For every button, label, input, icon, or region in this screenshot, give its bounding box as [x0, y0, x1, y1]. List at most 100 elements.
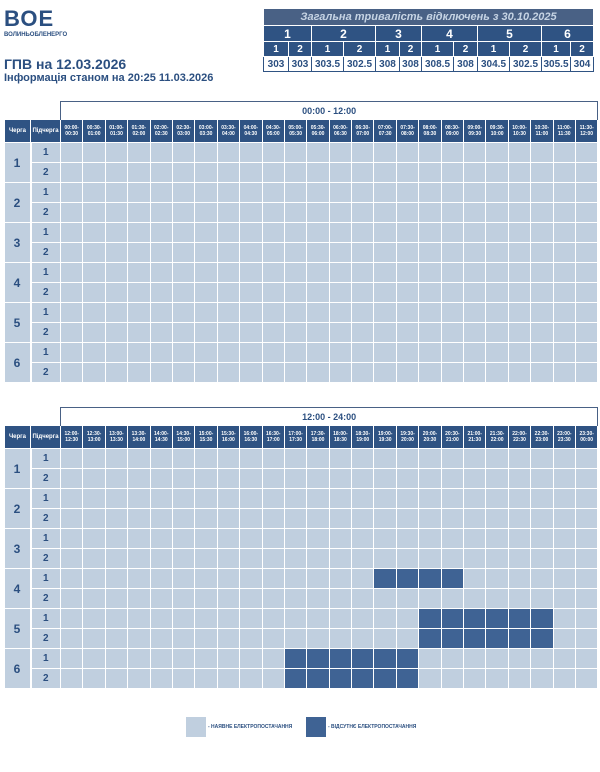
slot-available	[283, 588, 308, 609]
slot-available	[463, 202, 487, 223]
slot-available	[194, 302, 218, 323]
slot-available	[149, 468, 173, 489]
slot-available	[239, 222, 263, 243]
slot-available	[373, 488, 397, 509]
slot-outage	[463, 608, 487, 629]
time-slot-header: 07:00- 07:30	[373, 119, 397, 143]
time-slot-header: 20:00- 20:30	[418, 425, 442, 449]
time-slot-header: 15:30- 16:00	[216, 425, 241, 449]
slot-available	[530, 182, 554, 203]
slot-available	[261, 588, 285, 609]
slot-available	[418, 508, 442, 529]
subqueue-label: 2	[30, 202, 61, 223]
slot-available	[194, 362, 218, 383]
slot-available	[216, 222, 241, 243]
slot-available	[440, 202, 465, 223]
queue-label-6: 6	[4, 648, 32, 689]
slot-available	[82, 322, 106, 343]
slot-available	[395, 608, 420, 629]
logo-mark: ВОЕ	[4, 6, 55, 31]
schedule-row: 2	[5, 362, 599, 383]
slot-available	[261, 202, 285, 223]
slot-available	[261, 342, 285, 363]
slot-available	[127, 548, 151, 569]
slot-available	[149, 668, 173, 689]
slot-available	[552, 668, 576, 689]
subqueue-label: 2	[30, 468, 61, 489]
slot-available	[418, 648, 442, 669]
time-slot-header: 20:30- 21:00	[440, 425, 465, 449]
slot-available	[574, 202, 599, 223]
slot-available	[440, 668, 465, 689]
slot-available	[440, 468, 465, 489]
slot-available	[261, 568, 285, 589]
slot-available	[530, 668, 554, 689]
legend-swatch-available	[186, 717, 206, 737]
slot-available	[171, 528, 196, 549]
slot-available	[552, 282, 576, 303]
slot-available	[261, 322, 285, 343]
slot-available	[418, 588, 442, 609]
slot-available	[574, 548, 599, 569]
slot-available	[104, 528, 129, 549]
slot-available	[328, 302, 353, 323]
time-slot-header: 08:30- 09:00	[440, 119, 465, 143]
slot-available	[440, 362, 465, 383]
slot-available	[306, 548, 330, 569]
slot-available	[261, 528, 285, 549]
slot-available	[261, 648, 285, 669]
slot-available	[351, 548, 375, 569]
summary-queue-3: 3	[375, 25, 422, 42]
slot-available	[104, 222, 129, 243]
slot-available	[552, 242, 576, 263]
schedule-row: 2	[5, 668, 599, 689]
slot-available	[171, 222, 196, 243]
slot-available	[552, 588, 576, 609]
slot-available	[574, 668, 599, 689]
slot-available	[463, 262, 487, 283]
slot-available	[306, 142, 330, 163]
slot-available	[171, 342, 196, 363]
slot-outage	[440, 568, 465, 589]
slot-available	[59, 202, 84, 223]
slot-available	[171, 362, 196, 383]
slot-available	[418, 322, 442, 343]
time-slot-header: 06:00- 06:30	[328, 119, 353, 143]
slot-available	[104, 262, 129, 283]
queue-label-2: 2	[4, 182, 32, 223]
slot-available	[283, 488, 308, 509]
slot-available	[395, 242, 420, 263]
slot-available	[59, 648, 84, 669]
slot-available	[328, 528, 353, 549]
queue-label-5: 5	[4, 608, 32, 649]
slot-available	[171, 468, 196, 489]
slot-available	[485, 448, 509, 469]
subqueue-label: 2	[30, 508, 61, 529]
slot-available	[328, 628, 353, 649]
slot-available	[351, 608, 375, 629]
slot-available	[104, 322, 129, 343]
summary-subqueue-4-2: 2	[453, 41, 478, 57]
slot-available	[216, 648, 241, 669]
summary-value-12: 304	[570, 56, 594, 72]
slot-available	[216, 488, 241, 509]
slot-available	[216, 508, 241, 529]
slot-available	[574, 648, 599, 669]
slot-available	[127, 342, 151, 363]
slot-available	[149, 142, 173, 163]
slot-available	[507, 648, 532, 669]
time-slot-header: 11:30- 12:00	[574, 119, 599, 143]
summary-value-5: 308	[375, 56, 400, 72]
schedule-row: 2	[5, 628, 599, 649]
slot-available	[283, 182, 308, 203]
slot-available	[149, 588, 173, 609]
slot-available	[552, 182, 576, 203]
slot-outage	[463, 628, 487, 649]
slot-available	[351, 222, 375, 243]
subqueue-label: 2	[30, 548, 61, 569]
subqueue-label: 1	[30, 488, 61, 509]
slot-available	[552, 222, 576, 243]
summary-subqueue-3-1: 1	[375, 41, 400, 57]
